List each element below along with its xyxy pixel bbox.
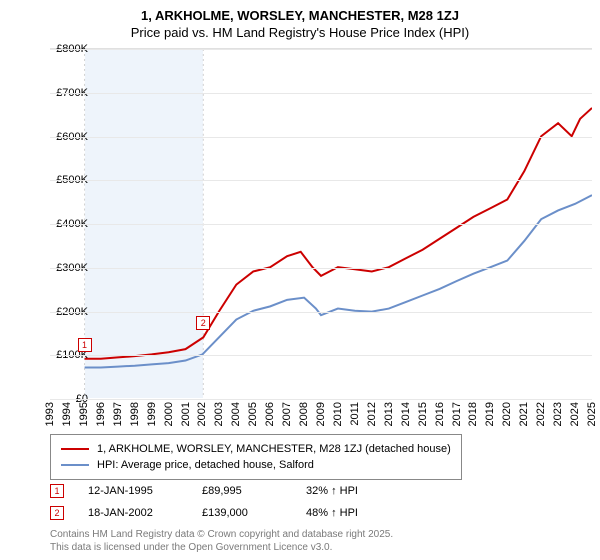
- chart-title: 1, ARKHOLME, WORSLEY, MANCHESTER, M28 1Z…: [0, 8, 600, 23]
- legend-swatch: [61, 464, 89, 466]
- series-price_paid: [85, 108, 592, 359]
- tx-price: £139,000: [202, 507, 282, 519]
- transaction-row: 2 18-JAN-2002 £139,000 48% ↑ HPI: [50, 502, 396, 524]
- chart-marker: 2: [196, 316, 210, 330]
- x-axis-label: 1997: [112, 402, 124, 426]
- x-axis-label: 2025: [586, 402, 598, 426]
- x-axis-label: 2008: [298, 402, 310, 426]
- plot-area: £0£100K£200K£300K£400K£500K£600K£700K£80…: [50, 48, 592, 398]
- tx-pct: 32% ↑ HPI: [306, 485, 396, 497]
- x-axis-label: 1994: [61, 402, 73, 426]
- x-axis-label: 2005: [247, 402, 259, 426]
- x-axis-label: 2001: [180, 402, 192, 426]
- gridline: [50, 49, 592, 50]
- x-axis-label: 2021: [518, 402, 530, 426]
- legend: 1, ARKHOLME, WORSLEY, MANCHESTER, M28 1Z…: [50, 434, 462, 480]
- x-axis-label: 2000: [163, 402, 175, 426]
- legend-item: HPI: Average price, detached house, Salf…: [61, 457, 451, 473]
- x-axis-label: 2011: [349, 402, 361, 426]
- x-axis-label: 2013: [383, 402, 395, 426]
- footer-line-2: This data is licensed under the Open Gov…: [50, 541, 393, 554]
- gridline: [50, 180, 592, 181]
- chart-marker: 1: [78, 338, 92, 352]
- x-axis-label: 2023: [552, 402, 564, 426]
- transaction-row: 1 12-JAN-1995 £89,995 32% ↑ HPI: [50, 480, 396, 502]
- legend-label: HPI: Average price, detached house, Salf…: [97, 457, 314, 473]
- x-axis-label: 2016: [434, 402, 446, 426]
- footer-attribution: Contains HM Land Registry data © Crown c…: [50, 528, 393, 554]
- tx-marker: 2: [50, 506, 64, 520]
- x-axis-label: 2019: [484, 402, 496, 426]
- tx-marker: 1: [50, 484, 64, 498]
- tx-pct: 48% ↑ HPI: [306, 507, 396, 519]
- x-axis-label: 2004: [230, 402, 242, 426]
- x-axis-label: 2014: [400, 402, 412, 426]
- gridline: [50, 268, 592, 269]
- gridline: [50, 355, 592, 356]
- x-axis-label: 2017: [451, 402, 463, 426]
- footer-line-1: Contains HM Land Registry data © Crown c…: [50, 528, 393, 541]
- x-axis-label: 2006: [264, 402, 276, 426]
- chart-subtitle: Price paid vs. HM Land Registry's House …: [0, 25, 600, 40]
- x-axis-label: 1993: [44, 402, 56, 426]
- x-axis-label: 2009: [315, 402, 327, 426]
- x-axis-label: 2003: [213, 402, 225, 426]
- x-axis-label: 1995: [78, 402, 90, 426]
- legend-label: 1, ARKHOLME, WORSLEY, MANCHESTER, M28 1Z…: [97, 441, 451, 457]
- legend-item: 1, ARKHOLME, WORSLEY, MANCHESTER, M28 1Z…: [61, 441, 451, 457]
- x-axis-label: 2002: [196, 402, 208, 426]
- x-axis-label: 2020: [501, 402, 513, 426]
- x-axis-label: 2012: [366, 402, 378, 426]
- gridline: [50, 399, 592, 400]
- gridline: [50, 137, 592, 138]
- x-axis-label: 2007: [281, 402, 293, 426]
- gridline: [50, 93, 592, 94]
- chart-area: £0£100K£200K£300K£400K£500K£600K£700K£80…: [6, 48, 594, 398]
- legend-swatch: [61, 448, 89, 450]
- x-axis-label: 2022: [535, 402, 547, 426]
- x-axis-label: 1998: [129, 402, 141, 426]
- series-hpi: [85, 195, 592, 367]
- gridline: [50, 224, 592, 225]
- x-axis-label: 1996: [95, 402, 107, 426]
- tx-date: 18-JAN-2002: [88, 507, 178, 519]
- tx-price: £89,995: [202, 485, 282, 497]
- transactions-table: 1 12-JAN-1995 £89,995 32% ↑ HPI 2 18-JAN-2002…: [50, 480, 396, 524]
- tx-date: 12-JAN-1995: [88, 485, 178, 497]
- x-axis-label: 2024: [569, 402, 581, 426]
- x-axis-label: 2010: [332, 402, 344, 426]
- x-axis-label: 1999: [146, 402, 158, 426]
- gridline: [50, 312, 592, 313]
- x-axis-label: 2018: [467, 402, 479, 426]
- x-axis-label: 2015: [417, 402, 429, 426]
